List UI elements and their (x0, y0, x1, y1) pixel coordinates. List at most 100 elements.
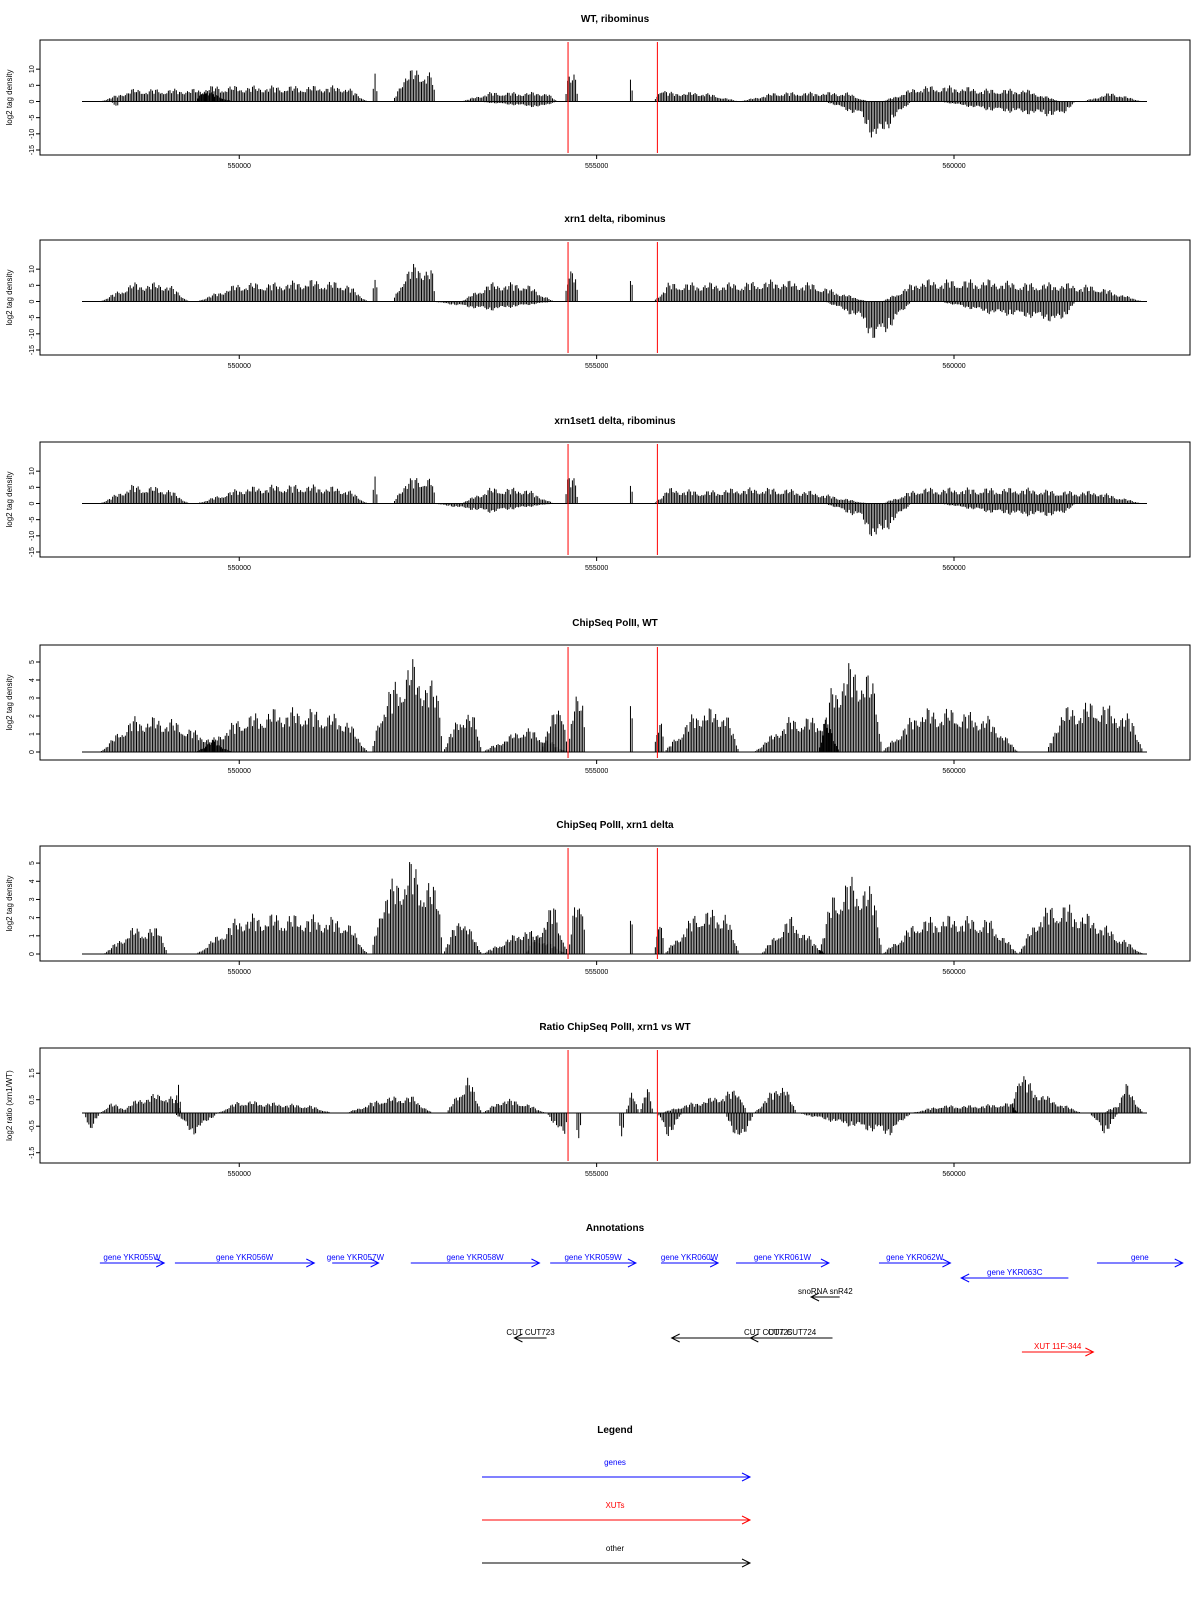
y-axis-label: log2 tag density (5, 69, 14, 125)
negative-series (658, 1112, 682, 1136)
negative-series (826, 301, 911, 338)
y-tick-label: -0.5 (29, 1120, 36, 1132)
legend-item: genes (482, 1458, 752, 1482)
gene-label: gene YKR055W (103, 1253, 161, 1262)
x-tick-label: 555000 (585, 565, 608, 572)
positive-series (100, 484, 189, 504)
gene-label: gene YKR063C (987, 1268, 1043, 1277)
y-tick-label: 5 (29, 660, 36, 664)
arrow-right-icon (942, 1258, 952, 1268)
x-tick-label: 560000 (942, 565, 965, 572)
x-axis: 550000 555000 560000 (228, 759, 966, 775)
panel-title: xrn1set1 delta, ribominus (554, 416, 676, 427)
legend-label: XUTs (605, 1501, 624, 1510)
y-tick-label: 0 (29, 952, 36, 956)
positive-series (372, 476, 378, 504)
positive-series (629, 920, 633, 954)
y-axis-label: log2 tag density (5, 269, 14, 325)
positive-series (447, 1077, 482, 1113)
y-tick-label: 3 (29, 897, 36, 901)
panel-title: ChipSeq PolII, WT (572, 618, 658, 629)
positive-series (100, 88, 232, 102)
arrow-right-icon (741, 1515, 752, 1525)
positive-series (1019, 904, 1143, 954)
y-tick-label: 2 (29, 916, 36, 920)
positive-series (444, 923, 482, 954)
legend-item: other (482, 1544, 752, 1568)
x-tick-label: 555000 (585, 363, 608, 370)
positive-series (626, 1092, 639, 1113)
x-tick-label: 560000 (942, 163, 965, 170)
chart-panel-5: ChipSeq PolII, xrn1 delta 0 1 2 3 4 5 log2 tag … (5, 820, 1191, 976)
arrow-left-icon (670, 1333, 680, 1343)
positive-series (197, 707, 367, 752)
legend-arrow (482, 1472, 752, 1482)
y-tick-label: 0.5 (29, 1095, 36, 1105)
positive-series (883, 708, 1018, 752)
positive-series (104, 927, 167, 954)
y-tick-label: 3 (29, 696, 36, 700)
negative-series (726, 1112, 753, 1135)
panel-title: xrn1 delta, ribominus (564, 214, 666, 225)
negative-series (547, 1112, 567, 1134)
positive-series (883, 85, 1061, 102)
legend-item: XUTs (482, 1501, 752, 1525)
negative-series (619, 1112, 624, 1137)
y-tick-label: 1 (29, 934, 36, 938)
y-axis-label: log2 ratio (xrn1/WT) (5, 1070, 14, 1141)
positive-series (218, 1101, 332, 1113)
gene-label: gene YKR060W (661, 1253, 719, 1262)
gene-label: gene YKR062W (886, 1253, 944, 1262)
gene-feature: gene YKR061W (736, 1253, 831, 1268)
positive-series (654, 487, 868, 504)
arrow-right-icon (709, 1258, 720, 1268)
legend-arrow (482, 1558, 752, 1568)
y-tick-label: 1.5 (29, 1068, 36, 1078)
x-axis: 550000 555000 560000 (228, 154, 966, 170)
positive-series (461, 282, 553, 302)
y-tick-label: 10 (29, 467, 36, 475)
y-axis: 0 1 2 3 4 5 (29, 660, 41, 754)
y-tick-label: 0 (29, 299, 36, 303)
panel-title: ChipSeq PolII, xrn1 delta (556, 820, 674, 831)
x-tick-label: 560000 (942, 363, 965, 370)
positive-series (565, 478, 578, 504)
positive-series (565, 271, 578, 302)
positive-series (654, 723, 664, 752)
arrow-right-icon (627, 1258, 638, 1268)
arrow-right-icon (741, 1472, 752, 1482)
positive-series (394, 70, 435, 102)
positive-series (372, 279, 378, 302)
arrow-left-icon (513, 1333, 523, 1343)
gene-feature: gene YKR062W (878, 1253, 952, 1268)
positive-series (629, 485, 633, 504)
y-axis: 0 1 2 3 4 5 (29, 861, 41, 956)
arrow-right-icon (1174, 1258, 1184, 1268)
arrow-right-icon (741, 1558, 752, 1568)
arrow-right-icon (370, 1258, 380, 1268)
x-tick-label: 555000 (585, 163, 608, 170)
gene-feature: gene YKR058W (410, 1253, 541, 1268)
x-tick-label: 555000 (585, 969, 608, 976)
negative-series (476, 101, 557, 108)
y-tick-label: 5 (29, 283, 36, 287)
arrow-right-icon (1085, 1347, 1095, 1357)
negative-series (797, 1112, 911, 1136)
chart-panel-1: WT, ribominus -15 -10 -5 0 5 10 log2 tag densit… (5, 14, 1191, 170)
positive-series (883, 915, 1018, 954)
arrow-right-icon (155, 1258, 166, 1268)
positive-series (461, 487, 553, 504)
positive-series (569, 907, 585, 954)
positive-series (754, 1087, 796, 1113)
gene-feature: gene YKR060W (661, 1253, 720, 1268)
y-tick-label: 4 (29, 879, 36, 883)
positive-series (565, 74, 578, 102)
positive-series (740, 91, 868, 102)
positive-series (754, 717, 839, 752)
arrow-right-icon (306, 1258, 316, 1268)
positive-series (629, 79, 633, 102)
negative-series (433, 503, 553, 513)
arrow-right-icon (820, 1258, 831, 1268)
y-tick-label: 0 (29, 99, 36, 103)
